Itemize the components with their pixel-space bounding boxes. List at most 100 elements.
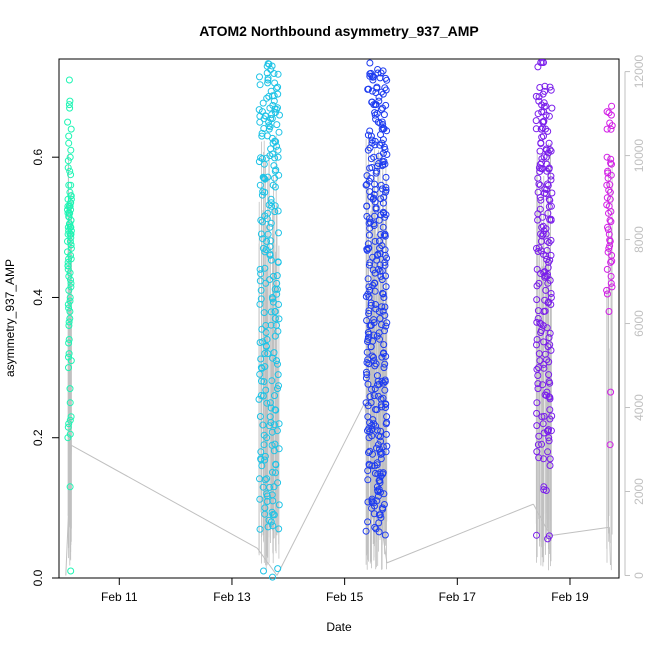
data-point bbox=[67, 181, 75, 189]
data-point bbox=[382, 101, 390, 109]
data-point bbox=[603, 108, 611, 116]
data-point bbox=[537, 196, 545, 204]
data-point bbox=[537, 327, 545, 334]
data-point bbox=[605, 186, 613, 194]
data-point bbox=[376, 335, 383, 343]
data-point bbox=[382, 283, 390, 291]
data-point bbox=[542, 190, 550, 198]
data-point bbox=[536, 319, 544, 327]
data-point bbox=[67, 276, 74, 284]
data-point bbox=[372, 301, 379, 308]
data-point bbox=[258, 191, 266, 199]
data-point bbox=[65, 350, 73, 358]
data-point bbox=[366, 428, 374, 436]
data-point bbox=[259, 218, 266, 226]
data-point bbox=[367, 155, 375, 163]
data-point bbox=[365, 310, 373, 317]
data-point bbox=[544, 427, 552, 435]
data-point bbox=[378, 162, 386, 170]
data-point bbox=[608, 102, 616, 110]
data-point bbox=[371, 362, 379, 370]
data-point bbox=[274, 360, 281, 368]
data-point bbox=[545, 393, 553, 401]
data-point bbox=[265, 422, 273, 430]
data-point bbox=[382, 352, 390, 360]
data-point bbox=[538, 440, 546, 448]
data-point bbox=[544, 182, 552, 189]
data-point bbox=[263, 498, 271, 505]
data-point bbox=[546, 196, 554, 204]
data-point bbox=[378, 303, 386, 311]
y-axis-label: asymmetry_937_AMP bbox=[3, 259, 17, 377]
data-point bbox=[383, 442, 391, 450]
data-point bbox=[257, 456, 265, 464]
data-point bbox=[370, 499, 378, 507]
data-point bbox=[260, 441, 268, 449]
data-point bbox=[67, 195, 75, 203]
data-point bbox=[605, 308, 613, 315]
data-point bbox=[67, 125, 75, 133]
data-point bbox=[372, 406, 379, 413]
data-point bbox=[541, 268, 549, 276]
data-point bbox=[66, 385, 74, 393]
data-point bbox=[603, 286, 611, 294]
data-point bbox=[265, 118, 273, 126]
data-point bbox=[66, 167, 74, 175]
data-point bbox=[257, 216, 265, 224]
data-point bbox=[379, 67, 387, 75]
data-point bbox=[364, 476, 372, 484]
data-point bbox=[539, 420, 547, 428]
secondary-y-axis: 0 2000 4000 6000 8000 10000 12000 bbox=[624, 55, 646, 579]
data-point bbox=[533, 265, 541, 273]
data-point bbox=[363, 202, 371, 210]
data-point bbox=[546, 462, 554, 469]
data-point bbox=[373, 444, 380, 452]
data-point bbox=[367, 299, 375, 307]
data-point bbox=[369, 337, 377, 345]
data-point bbox=[541, 296, 549, 304]
data-point bbox=[378, 276, 386, 284]
data-point bbox=[535, 364, 542, 372]
data-point bbox=[368, 495, 376, 503]
data-point bbox=[378, 321, 385, 329]
data-point bbox=[544, 127, 552, 135]
data-point bbox=[364, 356, 372, 364]
data-point bbox=[375, 152, 383, 160]
data-point bbox=[548, 104, 556, 112]
secondary-tick-label: 6000 bbox=[632, 310, 646, 337]
data-point bbox=[378, 242, 386, 250]
data-point bbox=[269, 101, 277, 109]
data-point bbox=[376, 141, 384, 149]
data-point bbox=[66, 297, 74, 305]
data-point bbox=[539, 118, 547, 126]
data-point bbox=[263, 132, 271, 140]
data-point bbox=[262, 386, 270, 394]
data-point bbox=[273, 285, 281, 293]
data-point bbox=[371, 287, 379, 295]
data-point bbox=[538, 133, 546, 141]
data-point bbox=[371, 141, 379, 149]
data-point bbox=[275, 501, 283, 509]
data-point bbox=[65, 286, 73, 294]
data-point bbox=[65, 318, 73, 326]
data-point bbox=[381, 327, 388, 335]
data-point bbox=[259, 421, 267, 429]
data-point bbox=[275, 382, 282, 390]
data-point bbox=[606, 188, 614, 196]
data-point bbox=[64, 301, 72, 308]
data-point bbox=[274, 565, 282, 573]
data-point bbox=[605, 109, 613, 117]
data-point bbox=[274, 153, 282, 161]
data-point bbox=[269, 298, 277, 306]
data-point bbox=[366, 322, 374, 330]
data-point bbox=[539, 250, 547, 258]
data-point bbox=[264, 74, 272, 82]
data-point bbox=[271, 332, 279, 340]
data-point bbox=[65, 209, 73, 217]
data-point bbox=[275, 128, 283, 136]
data-point bbox=[535, 180, 543, 188]
data-point bbox=[255, 395, 263, 403]
data-point bbox=[371, 279, 379, 287]
data-point bbox=[603, 153, 611, 161]
